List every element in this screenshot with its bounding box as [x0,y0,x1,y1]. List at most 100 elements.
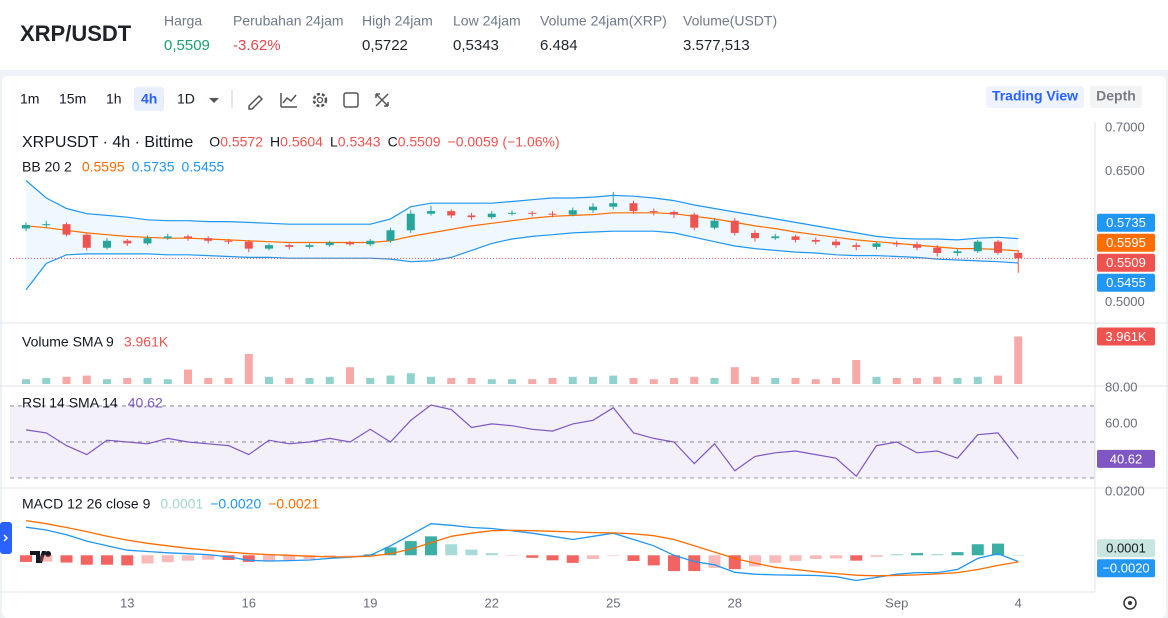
draw-icon[interactable] [248,94,264,110]
macd-histogram-bar [931,554,944,556]
macd-histogram-bar [506,555,518,556]
macd-line [25,523,1019,582]
stat-value: 0,5509 [164,37,210,54]
volume-bar [103,379,111,384]
candle-body [994,241,1002,253]
macd-histogram-bar [263,555,275,562]
price-badge-bg [1097,253,1155,272]
bb-line [25,180,1019,241]
candle-body [649,211,658,213]
candle-body [143,238,152,244]
legend-value: 0.5604 [280,134,323,150]
x-tick-label: 22 [485,595,499,610]
macd-histogram-bar [60,555,73,563]
volume-bar [224,378,233,384]
candle-body [670,211,678,215]
candle-body [224,240,233,242]
candle-body [528,212,537,214]
macd-histogram-bar [647,555,660,566]
price-badge: 40.62 [1110,451,1143,466]
candle-body [730,220,739,233]
macd-histogram-bar [80,555,93,565]
volume-bar [994,375,1002,384]
macd-histogram-bar [242,555,255,562]
dropdown-arrow[interactable] [209,98,219,103]
indicator-value: 0.5455 [181,159,224,175]
volume-bar [730,367,739,384]
legend-value: 0.5572 [220,134,263,150]
stat-value: 6.484 [540,37,578,54]
interval-button[interactable]: 4h [141,91,157,107]
volume-bar [609,375,618,384]
macd-histogram-bar [789,555,802,561]
price-badge: 0.5735 [1106,215,1146,230]
tradingview-button-bg[interactable] [986,86,1084,108]
macd-histogram-bar [445,544,458,556]
legend-label: H [270,134,280,150]
macd-histogram-bar [668,555,680,572]
price-badge: 0.5509 [1106,255,1146,270]
indicator-icon[interactable] [280,93,297,108]
legend-change: −0.0059 (−1.06%) [448,134,560,150]
stat-label: Volume(USDT) [683,13,777,29]
price-badge-bg [1097,273,1155,292]
candle-body [872,243,881,247]
volume-bar [467,378,476,384]
candle-body [305,245,314,247]
indicator-title: Volume SMA 9 [22,334,114,350]
price-badge: 0.5595 [1106,235,1146,250]
interval-button[interactable]: 1D [177,91,195,107]
candle-body [690,214,699,228]
candle-body [771,236,780,239]
volume-bar [447,378,456,384]
interval-button[interactable]: 1h [106,91,122,107]
view-button[interactable]: Trading View [992,88,1078,104]
macd-histogram-bar [101,555,113,565]
interval-button[interactable]: 15m [59,91,86,107]
x-tick-label: 28 [728,595,742,610]
indicator-title: BB 20 2 [22,159,72,175]
candle-body [123,240,132,244]
macd-histogram-bar [121,555,134,566]
macd-histogram-bar [161,555,174,563]
stat-value: 3.577,513 [683,37,750,54]
candle-body [42,224,51,226]
bb-line [25,212,1019,252]
volume-bar [62,376,71,384]
view-button[interactable]: Depth [1096,88,1136,104]
volume-bar [852,360,861,384]
volume-bar [670,378,678,384]
candle-body [447,211,456,216]
depth-button-bg[interactable] [1090,86,1142,108]
axis-settings-dot [1128,601,1132,605]
macd-histogram-bar [20,555,32,562]
stat-value: 0,5722 [362,37,408,54]
volume-bar [528,379,537,384]
candle-body [751,232,759,239]
volume-bar [123,378,132,384]
volume-bar [22,379,30,384]
candle-body [163,236,172,239]
macd-histogram-bar [890,554,903,556]
axis-settings-icon[interactable] [1123,596,1137,610]
volume-bar [184,369,192,384]
fullscreen-icon[interactable] [375,93,389,107]
volume-bar [305,378,314,384]
candle-body [406,213,415,231]
settings-icon[interactable] [312,92,328,108]
candle-body [467,215,476,218]
volume-bar [325,376,334,384]
side-tab-arrow [3,534,9,542]
price-badge-bg [1097,539,1155,558]
volume-bar [204,378,213,384]
candle-body [62,224,71,235]
price-badge: 0.0001 [1106,541,1146,556]
macd-histogram-bar [769,555,782,563]
macd-histogram-bar [384,547,397,556]
interval-button[interactable]: 1m [20,91,39,107]
x-tick-label: Sep [885,595,908,610]
candle-body [1014,252,1023,259]
save-icon[interactable] [343,92,359,108]
macd-histogram-bar [425,536,437,556]
macd-histogram-bar [283,555,296,561]
